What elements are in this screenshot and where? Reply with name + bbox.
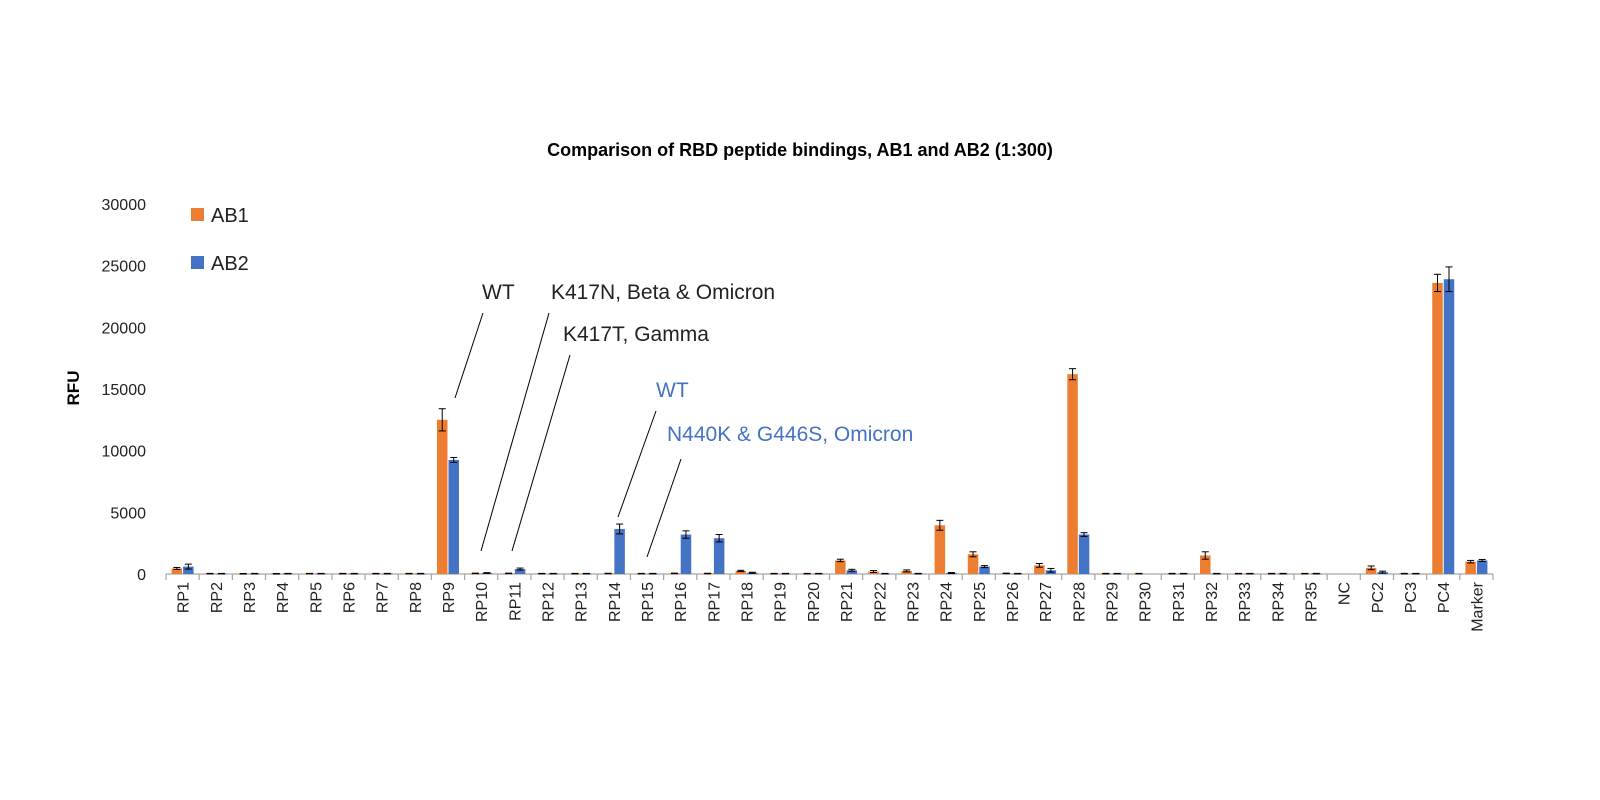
annotation-label: WT <box>482 281 515 304</box>
x-tick-label: PC3 <box>1403 582 1420 613</box>
x-tick-label: RP32 <box>1204 582 1221 622</box>
y-axis: 0 5000 10000 15000 20000 25000 30000 <box>102 197 147 584</box>
x-tick-label: RP12 <box>541 582 558 622</box>
x-tick-label: RP10 <box>474 582 491 622</box>
annotation-leader-line <box>480 312 550 552</box>
x-tick-label: RP13 <box>574 582 591 622</box>
x-tick-label: RP21 <box>839 582 856 622</box>
y-tick-label: 25000 <box>102 259 147 276</box>
x-axis: RP1 RP2 RP3 RP4 RP5 RP6 RP7 RP8 RP9 RP10 RP11 RP12 R… <box>165 573 1494 632</box>
bar-ab1 <box>1365 567 1377 574</box>
bar-ab1 <box>1465 561 1476 574</box>
bar-ab2 <box>183 566 194 574</box>
legend-swatch-ab2 <box>191 256 204 269</box>
x-tick-label: RP20 <box>806 582 823 622</box>
annotation-leader-line <box>511 354 571 552</box>
x-tick-label: RP28 <box>1071 582 1088 622</box>
legend-label-ab1: AB1 <box>211 205 249 227</box>
bar-ab2 <box>614 528 625 574</box>
bar-ab2 <box>1443 279 1455 574</box>
y-tick-label: 20000 <box>102 320 147 337</box>
y-tick-label: 5000 <box>110 505 146 522</box>
chart-title: Comparison of RBD peptide bindings, AB1 … <box>547 140 1053 160</box>
x-tick-label: Marker <box>1469 581 1486 631</box>
x-tick-label: RP24 <box>939 582 956 622</box>
x-tick-label: RP1 <box>176 582 193 613</box>
x-tick-label: RP18 <box>740 582 757 622</box>
x-tick-label: RP31 <box>1171 582 1188 622</box>
bar-ab1 <box>901 570 912 574</box>
bars <box>171 266 1488 575</box>
y-tick-label: 30000 <box>102 197 147 214</box>
x-tick-label: RP16 <box>673 582 690 622</box>
bar-ab2 <box>1476 560 1488 574</box>
legend-swatch-ab1 <box>191 208 204 221</box>
x-tick-label: RP23 <box>905 582 922 622</box>
x-tick-label: RP30 <box>1138 582 1155 622</box>
x-tick-label: RP17 <box>706 582 723 622</box>
x-tick-label: RP5 <box>308 582 325 613</box>
x-tick-label: PC4 <box>1436 582 1453 613</box>
y-tick-label: 15000 <box>102 382 147 399</box>
x-tick-label: RP22 <box>872 582 889 622</box>
x-tick-label: RP19 <box>773 582 790 622</box>
x-tick-label: RP35 <box>1304 582 1321 622</box>
bar-ab2 <box>680 534 692 574</box>
bar-ab1 <box>835 560 846 574</box>
bar-ab2 <box>448 459 459 574</box>
annotation-leader-line <box>646 458 682 558</box>
annotation-leader-line <box>617 410 657 518</box>
bar-ab1 <box>1200 555 1211 574</box>
x-tick-label: RP29 <box>1104 582 1121 622</box>
annotation-label: K417T, Gamma <box>563 323 709 346</box>
bar-ab1 <box>934 525 946 574</box>
x-tick-label: RP3 <box>242 582 259 613</box>
x-tick-label: RP34 <box>1270 582 1287 622</box>
x-tick-label: RP14 <box>607 582 624 622</box>
x-tick-label: RP2 <box>209 582 226 613</box>
y-axis-label: RFU <box>64 371 83 406</box>
x-tick-label: RP26 <box>1005 582 1022 622</box>
annotation-label: WT <box>656 379 689 402</box>
bar-ab2 <box>514 569 526 574</box>
bar-ab2 <box>846 570 858 574</box>
y-tick-label: 0 <box>137 567 146 584</box>
x-tick-label: RP6 <box>341 582 358 613</box>
bar-ab1 <box>1067 374 1078 574</box>
legend: AB1 AB2 <box>191 205 249 275</box>
x-tick-label: NC <box>1337 582 1354 605</box>
bar-ab2 <box>979 566 990 574</box>
annotation-label: K417N, Beta & Omicron <box>551 281 775 304</box>
x-tick-label: RP15 <box>640 582 657 622</box>
bar-ab2 <box>1078 534 1090 574</box>
annotation-label: N440K & G446S, Omicron <box>667 423 913 446</box>
x-tick-label: RP33 <box>1237 582 1254 622</box>
bar-ab1 <box>171 568 183 574</box>
legend-label-ab2: AB2 <box>211 253 249 275</box>
bar-ab1 <box>1432 282 1443 574</box>
x-tick-label: PC2 <box>1370 582 1387 613</box>
bar-ab1 <box>1034 565 1045 574</box>
x-tick-label: RP9 <box>441 582 458 613</box>
bar-ab1 <box>735 570 747 574</box>
x-tick-label: RP4 <box>275 582 292 613</box>
annotation-leader-line <box>454 312 484 399</box>
bar-ab2 <box>713 538 725 574</box>
x-tick-label: RP25 <box>972 582 989 622</box>
x-tick-label: RP7 <box>375 582 392 613</box>
y-tick-label: 10000 <box>102 444 147 461</box>
x-tick-label: RP27 <box>1038 582 1055 622</box>
x-tick-label: RP11 <box>507 582 524 621</box>
annotations: WT K417N, Beta & Omicron K417T, Gamma WT N44… <box>454 281 913 558</box>
x-tick-label: RP8 <box>408 582 425 613</box>
bar-ab1 <box>436 419 448 574</box>
bar-ab1 <box>967 554 979 574</box>
